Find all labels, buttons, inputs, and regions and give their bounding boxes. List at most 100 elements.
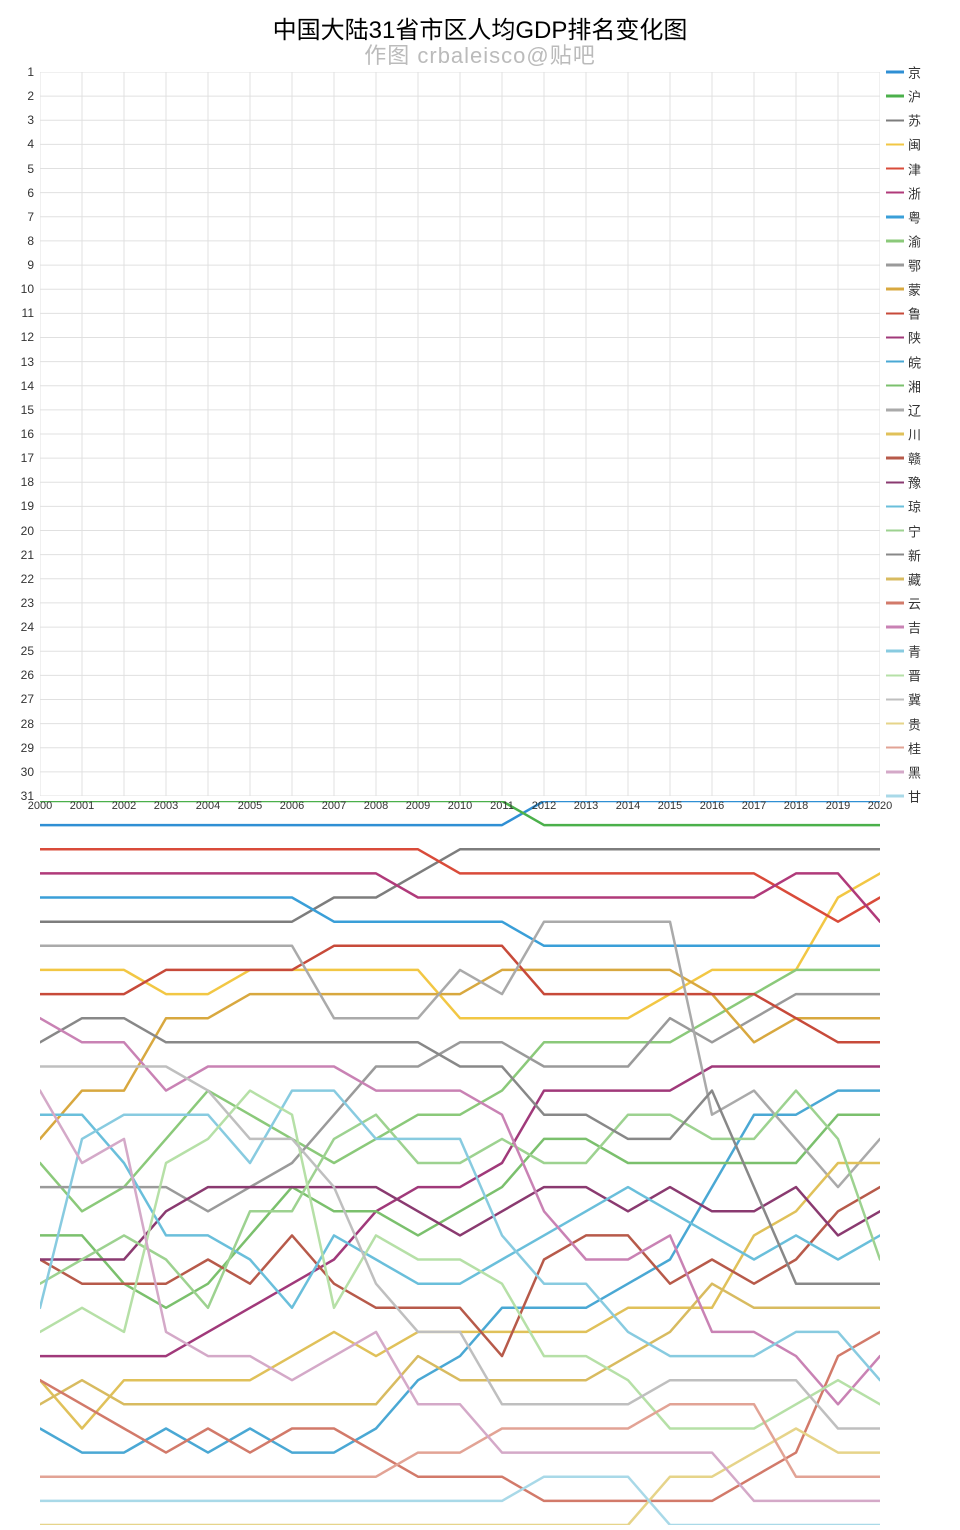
series-line [40,1284,880,1405]
legend-label: 苏 [908,111,921,130]
legend-item: 甘 [886,787,921,806]
legend-item: 闽 [886,135,921,154]
legend-item: 辽 [886,400,921,419]
x-tick-label: 2001 [70,800,94,812]
legend-label: 辽 [908,400,921,419]
x-tick-label: 2017 [742,800,766,812]
y-tick-label: 15 [21,403,34,417]
y-tick-label: 27 [21,692,34,706]
x-tick-label: 2011 [490,800,514,812]
legend-swatch [886,384,904,387]
legend-swatch [886,505,904,508]
legend-item: 黑 [886,762,921,781]
legend-label: 湘 [908,376,921,395]
legend-item: 粤 [886,207,921,226]
legend-label: 皖 [908,352,921,371]
legend-item: 吉 [886,618,921,637]
x-tick-label: 2019 [826,800,850,812]
legend-item: 云 [886,593,921,612]
legend-swatch [886,433,904,436]
legend-label: 渝 [908,231,921,250]
legend-item: 湘 [886,376,921,395]
legend-swatch [886,457,904,460]
series-line [40,1067,880,1429]
legend-item: 苏 [886,111,921,130]
x-tick-label: 2012 [532,800,556,812]
legend-swatch [886,216,904,219]
legend-label: 豫 [908,473,921,492]
y-tick-label: 13 [21,355,34,369]
series-line [40,849,880,921]
y-tick-label: 8 [27,234,34,248]
x-tick-label: 2003 [154,800,178,812]
legend-swatch [886,795,904,798]
legend-label: 沪 [908,87,921,106]
legend-item: 渝 [886,231,921,250]
legend-swatch [886,360,904,363]
legend-swatch [886,264,904,267]
legend-swatch [886,674,904,677]
y-tick-label: 1 [27,65,34,79]
y-tick-label: 19 [21,499,34,513]
legend-label: 鲁 [908,304,921,323]
x-tick-label: 2002 [112,800,136,812]
legend-label: 赣 [908,449,921,468]
legend-swatch [886,409,904,412]
legend-item: 京 [886,63,921,82]
legend-item: 陕 [886,328,921,347]
y-tick-label: 29 [21,741,34,755]
y-tick-label: 11 [22,306,34,320]
legend-label: 黑 [908,762,921,781]
y-tick-label: 9 [27,258,34,272]
legend-label: 川 [908,425,921,444]
legend-item: 浙 [886,183,921,202]
series-line [40,1018,880,1283]
legend-swatch [886,698,904,701]
series-line [40,1404,880,1476]
y-tick-label: 30 [21,765,34,779]
legend-label: 蒙 [908,280,921,299]
legend-label: 粤 [908,207,921,226]
legend-item: 晋 [886,666,921,685]
legend-swatch [886,167,904,170]
legend-item: 沪 [886,87,921,106]
y-tick-label: 6 [27,186,34,200]
legend-swatch [886,143,904,146]
y-tick-label: 26 [21,668,34,682]
x-tick-label: 2008 [364,800,388,812]
y-tick-label: 10 [21,282,34,296]
legend-label: 贵 [908,714,921,733]
series-line [40,1091,880,1453]
legend-item: 川 [886,425,921,444]
lines-layer [40,801,880,1525]
x-tick-label: 2015 [658,800,682,812]
legend-swatch [886,746,904,749]
legend-label: 陕 [908,328,921,347]
legend-swatch [886,553,904,556]
y-tick-label: 23 [21,596,34,610]
x-tick-label: 2000 [28,800,52,812]
legend-item: 琼 [886,497,921,516]
x-tick-label: 2013 [574,800,598,812]
legend-item: 蒙 [886,280,921,299]
legend-swatch [886,650,904,653]
legend-item: 豫 [886,473,921,492]
x-tick-label: 2016 [700,800,724,812]
x-tick-label: 2005 [238,800,262,812]
legend: 京沪苏闽津浙粤渝鄂蒙鲁陕皖湘辽川赣豫琼宁新藏云吉青晋冀贵桂黑甘 [886,72,958,796]
legend-label: 青 [908,642,921,661]
legend-swatch [886,626,904,629]
legend-swatch [886,529,904,532]
legend-item: 青 [886,642,921,661]
legend-swatch [886,336,904,339]
y-tick-label: 4 [27,137,34,151]
legend-label: 京 [908,63,921,82]
y-tick-label: 16 [21,427,34,441]
legend-label: 冀 [908,690,921,709]
watermark-text: 作图 crbaleisco@贴吧 [0,38,960,70]
y-tick-label: 21 [21,548,34,562]
legend-label: 藏 [908,569,921,588]
x-tick-label: 2010 [448,800,472,812]
series-line [40,994,880,1211]
legend-swatch [886,312,904,315]
